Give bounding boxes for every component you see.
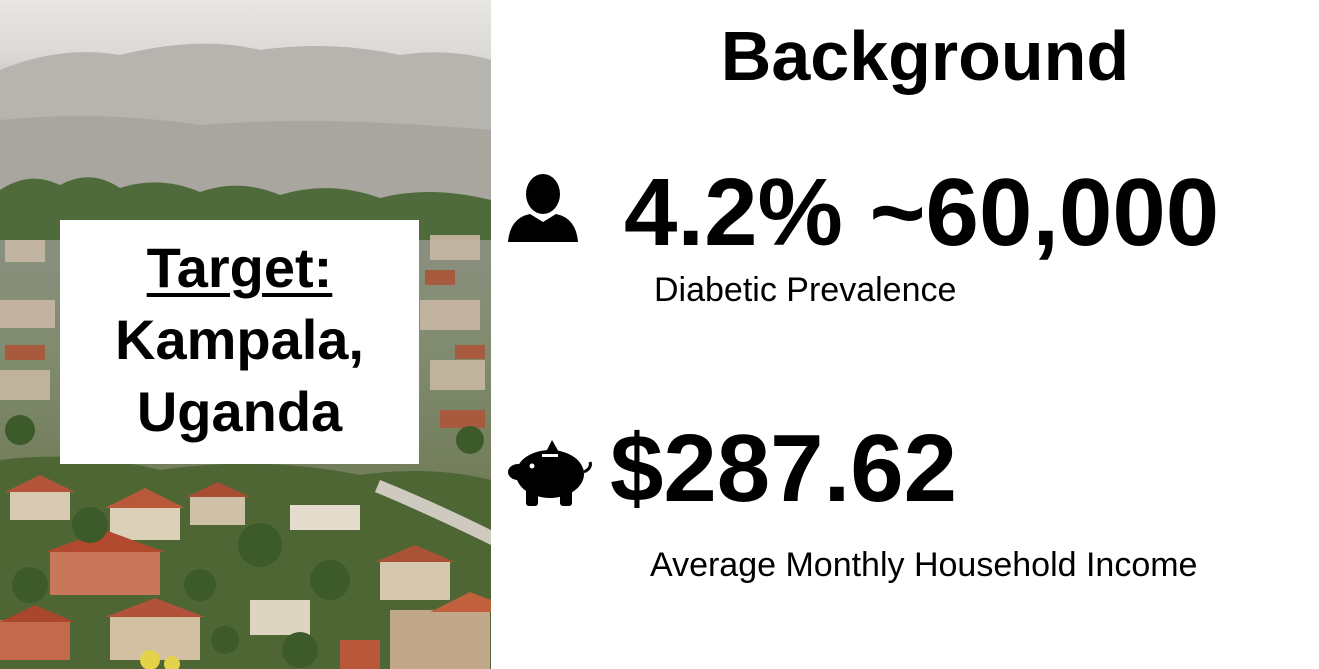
income-label: Average Monthly Household Income xyxy=(650,546,1198,584)
prevalence-label: Diabetic Prevalence xyxy=(654,271,957,309)
target-label: Target: xyxy=(146,236,333,299)
slide-title: Background xyxy=(720,17,1130,95)
target-city: Kampala, xyxy=(115,308,364,371)
piggy-bank-icon xyxy=(506,438,594,508)
target-box: Target: Kampala, Uganda xyxy=(60,220,419,464)
prevalence-value: 4.2% ~60,000 xyxy=(624,159,1220,266)
income-value: $287.62 xyxy=(610,415,958,522)
target-country: Uganda xyxy=(136,380,343,443)
person-icon xyxy=(506,172,580,244)
